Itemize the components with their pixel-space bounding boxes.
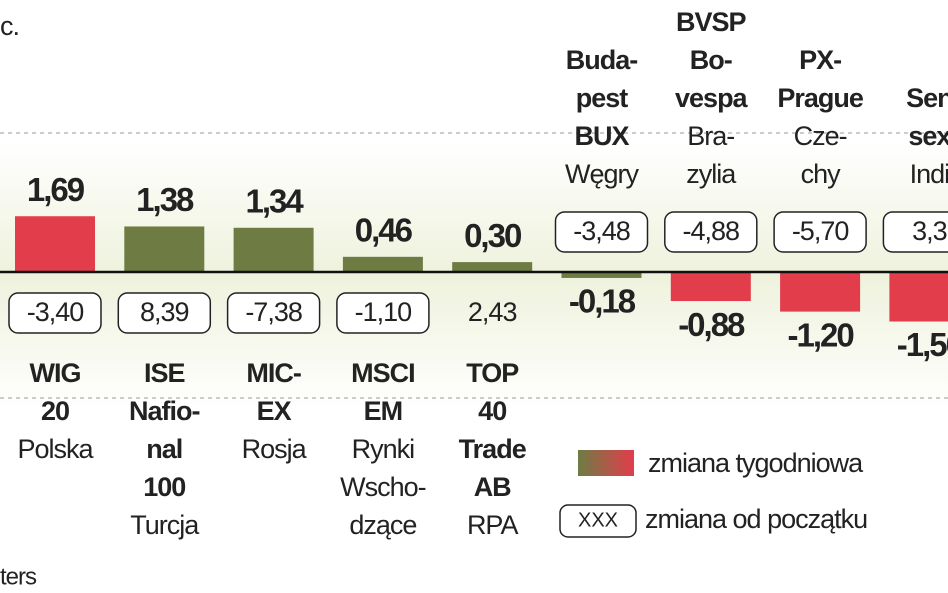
bar	[561, 272, 642, 278]
index-name: nal	[146, 434, 182, 464]
country-name: Bra-	[687, 121, 734, 151]
bar	[452, 262, 533, 272]
index-name: 40	[478, 396, 506, 426]
index-name: pest	[576, 83, 629, 113]
value-label: 1,69	[27, 171, 85, 208]
bar	[342, 256, 423, 272]
country-name: Rynki	[352, 434, 415, 464]
ytd-label: -3,40	[27, 297, 84, 327]
ytd-box	[554, 211, 649, 253]
value-label: -1,20	[787, 316, 853, 353]
index-name: ISE	[144, 358, 185, 388]
index-name: MSCI	[351, 358, 415, 388]
legend-box	[559, 504, 637, 538]
ytd-label: 3,3	[912, 216, 947, 246]
legend-swatch	[578, 450, 634, 476]
index-name: vespa	[675, 83, 749, 113]
ytd-label: -3,48	[573, 216, 630, 246]
index-name: EX	[257, 396, 292, 426]
index-name: sex	[908, 121, 948, 151]
country-name: Wscho-	[340, 472, 426, 502]
index-name: Trade	[459, 434, 527, 464]
bar	[15, 216, 95, 272]
corner-text: c.	[0, 11, 19, 41]
country-name: dzące	[349, 510, 416, 540]
index-name: BVSP	[676, 7, 747, 37]
country-name: chy	[801, 159, 842, 189]
index-name: WIG	[30, 358, 81, 388]
legend-box-text: XXX	[578, 509, 618, 531]
ytd-label: 2,43	[468, 297, 517, 327]
index-name: TOP	[466, 358, 519, 388]
bar	[889, 272, 948, 322]
country-name: zylia	[686, 159, 737, 189]
index-name: Buda-	[566, 45, 638, 75]
bar	[780, 272, 861, 312]
ytd-label: -4,88	[683, 216, 740, 246]
index-name: Nafio-	[129, 396, 200, 426]
ytd-box	[8, 292, 102, 334]
ytd-box	[882, 211, 948, 253]
source: ters	[0, 563, 37, 590]
index-name: BUX	[574, 121, 629, 151]
legend-label: zmiana tygodniowa	[648, 448, 864, 478]
ytd-label: -1,10	[355, 297, 412, 327]
index-name: AB	[474, 472, 511, 502]
ytd-box	[773, 211, 867, 253]
index-name: 100	[143, 472, 185, 502]
ytd-label: -5,70	[792, 216, 849, 246]
country-name: Turcja	[130, 510, 200, 540]
country-name: Polska	[17, 434, 94, 464]
ytd-label: -7,38	[245, 297, 302, 327]
ytd-label: 8,39	[140, 297, 189, 327]
value-label: -1,50	[897, 326, 948, 363]
index-name: Sen	[906, 83, 948, 113]
ytd-box	[117, 292, 212, 334]
index-name: MIC-	[246, 358, 300, 388]
country-name: Cze-	[794, 121, 847, 151]
country-name: Rosja	[242, 434, 308, 464]
bar	[670, 272, 751, 302]
country-name: Indi	[910, 159, 948, 189]
bar	[233, 227, 314, 272]
index-name: Prague	[777, 83, 864, 113]
country-name: RPA	[467, 510, 519, 540]
value-label: 0,46	[355, 212, 413, 249]
index-name: Bo-	[690, 45, 732, 75]
index-name: 20	[41, 396, 69, 426]
country-name: Węgry	[565, 159, 640, 189]
ytd-box	[336, 292, 430, 334]
value-label: 1,34	[245, 182, 304, 219]
index-name: EM	[364, 396, 403, 426]
value-label: -0,88	[678, 306, 745, 343]
legend-label: zmiana od początku	[645, 504, 867, 534]
value-label: -0,18	[569, 283, 636, 320]
ytd-box	[226, 292, 321, 334]
value-label: 1,38	[136, 181, 194, 218]
ytd-box	[664, 211, 758, 253]
bar	[124, 226, 205, 272]
value-label: 0,30	[464, 217, 521, 254]
index-name: PX-	[799, 45, 841, 75]
